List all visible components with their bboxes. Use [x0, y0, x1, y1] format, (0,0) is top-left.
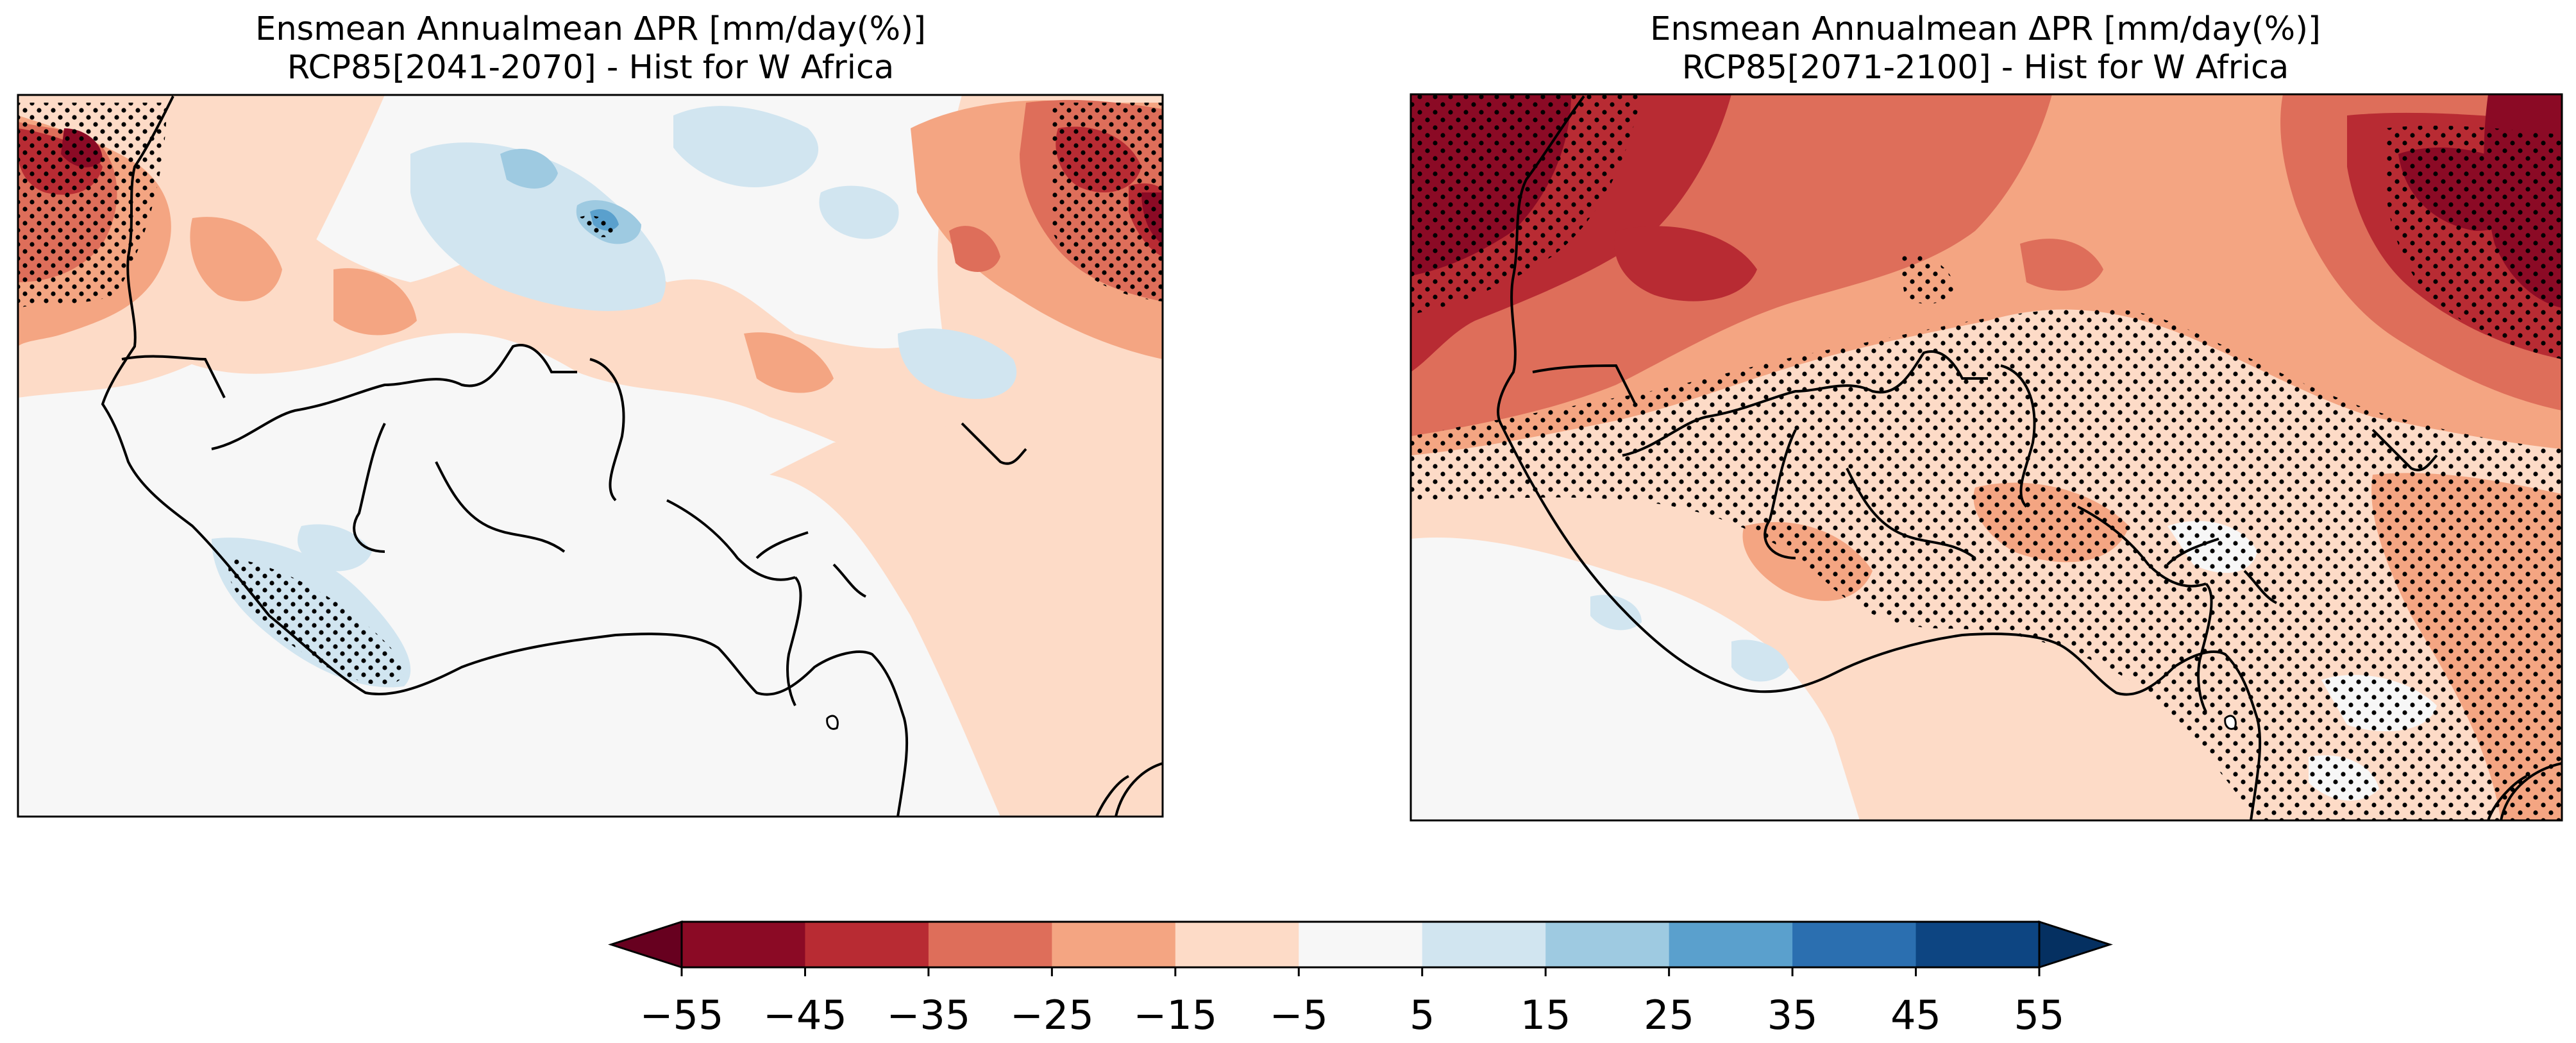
colorbar-segment	[805, 922, 929, 967]
colorbar-segment	[682, 922, 805, 967]
panel-right-title-line2: RCP85[2071-2100] - Hist for W Africa	[1682, 49, 2289, 87]
colorbar-segment	[1545, 922, 1670, 967]
colorbar-tick-label: −5	[1270, 992, 1328, 1039]
colorbar-tick-label: 35	[1767, 992, 1818, 1039]
colorbar-segment	[1915, 922, 2040, 967]
colorbar-segment	[1052, 922, 1176, 967]
colorbar-tick-label: 45	[1890, 992, 1941, 1039]
panel-left-title-line2: RCP85[2041-2070] - Hist for W Africa	[287, 49, 895, 87]
map-panel-left: Ensmean Annualmean ΔPR [mm/day(%)] RCP85…	[17, 10, 1164, 818]
colorbar-segment	[928, 922, 1052, 967]
colorbar-tick-label: 25	[1644, 992, 1694, 1039]
map-panel-right: Ensmean Annualmean ΔPR [mm/day(%)] RCP85…	[1410, 10, 2563, 822]
colorbar-tick-label: 55	[2014, 992, 2065, 1039]
colorbar-segment	[1422, 922, 1546, 967]
colorbar-segment	[1299, 922, 1423, 967]
precip-change-field-left	[18, 95, 1163, 817]
colorbar-tick-label: −35	[886, 992, 970, 1039]
borders-left	[121, 344, 1027, 706]
panel-left-title-line1: Ensmean Annualmean ΔPR [mm/day(%)]	[255, 10, 926, 48]
colorbar-tick-label: −15	[1133, 992, 1217, 1039]
colorbar-extend-under	[608, 920, 683, 969]
colorbar-tick-label: −55	[640, 992, 724, 1039]
colorbar-segment	[1792, 922, 1917, 967]
colorbar-segment	[1175, 922, 1299, 967]
map-frame-left	[17, 94, 1164, 818]
colorbar-tick-label: −25	[1010, 992, 1094, 1039]
coastline-left	[101, 96, 909, 817]
colorbar-extend-over	[2038, 920, 2113, 969]
coastline-right	[1497, 95, 2262, 820]
colorbar-tick-label: −45	[763, 992, 847, 1039]
borders-right	[1532, 350, 2438, 713]
colorbar-tick-label: 5	[1410, 992, 1435, 1039]
colorbar-segment	[1669, 922, 1793, 967]
precip-change-field-right	[1411, 94, 2562, 820]
colorbar-tick-label: 15	[1520, 992, 1571, 1039]
panel-right-title-line1: Ensmean Annualmean ΔPR [mm/day(%)]	[1650, 10, 2321, 48]
map-frame-right	[1410, 93, 2563, 822]
colorbar: −55 −45 −35 −25 −15 −5 5 15 25 35 45 55	[608, 920, 2113, 1039]
colorbar-frame	[680, 920, 2041, 969]
